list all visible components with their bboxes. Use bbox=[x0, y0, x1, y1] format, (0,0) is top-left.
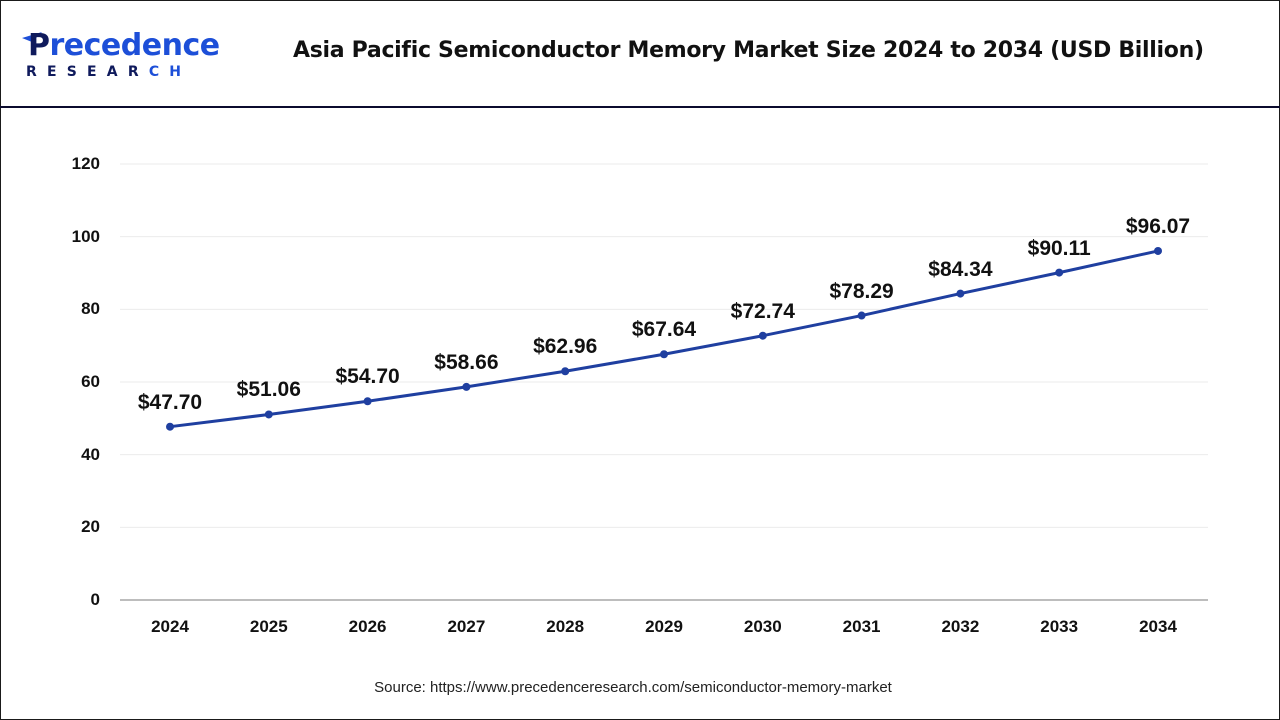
data-point-marker bbox=[1055, 268, 1064, 277]
data-point-marker bbox=[166, 422, 174, 431]
x-tick-label: 2028 bbox=[546, 617, 585, 636]
x-tick-label: 2033 bbox=[1040, 617, 1079, 636]
header: Precedence RESEARCH Asia Pacific Semicon… bbox=[0, 0, 1280, 106]
data-label: $84.34 bbox=[928, 257, 993, 281]
data-point-marker bbox=[857, 311, 866, 320]
x-tick-label: 2024 bbox=[151, 617, 189, 636]
logo-wordmark: Precedence bbox=[28, 28, 220, 64]
data-label: $58.66 bbox=[434, 350, 499, 374]
data-point-marker bbox=[363, 397, 372, 406]
y-tick-label: 40 bbox=[81, 444, 100, 464]
y-tick-label: 0 bbox=[90, 590, 100, 609]
chart-title: Asia Pacific Semiconductor Memory Market… bbox=[293, 38, 1204, 63]
data-label: $62.96 bbox=[533, 335, 598, 359]
y-tick-label: 60 bbox=[81, 372, 100, 391]
logo-wordmark-initial: P bbox=[28, 28, 50, 63]
data-label: $90.11 bbox=[1027, 236, 1091, 260]
data-label: $96.07 bbox=[1125, 214, 1191, 238]
data-label: $78.29 bbox=[829, 279, 894, 303]
x-tick-label: 2034 bbox=[1139, 617, 1177, 636]
y-tick-label: 80 bbox=[81, 299, 100, 319]
data-label: $72.74 bbox=[730, 299, 795, 323]
x-tick-label: 2030 bbox=[743, 617, 782, 636]
data-label: $47.70 bbox=[137, 390, 203, 414]
data-label: $54.70 bbox=[335, 365, 400, 389]
x-tick-label: 2026 bbox=[348, 617, 387, 636]
x-tick-label: 2031 bbox=[842, 617, 881, 636]
data-point-marker bbox=[758, 331, 767, 340]
data-point-marker bbox=[1154, 246, 1162, 255]
data-point-marker bbox=[561, 367, 570, 376]
data-point-marker bbox=[462, 382, 471, 391]
x-tick-label: 2025 bbox=[249, 617, 288, 636]
data-label: $51.06 bbox=[236, 378, 301, 402]
data-point-marker bbox=[264, 410, 273, 419]
logo-wordmark-rest: recedence bbox=[49, 28, 221, 63]
data-label: $67.64 bbox=[631, 318, 697, 342]
brand-logo: Precedence RESEARCH bbox=[22, 28, 220, 83]
logo-subtitle: RESEARCH bbox=[26, 64, 191, 80]
header-divider bbox=[0, 106, 1280, 108]
y-tick-label: 100 bbox=[71, 226, 100, 246]
source-note: Source: https://www.precedenceresearch.c… bbox=[374, 679, 892, 696]
logo-subtitle-accent: CH bbox=[148, 64, 192, 80]
y-tick-label: 20 bbox=[81, 517, 100, 537]
x-tick-label: 2032 bbox=[941, 617, 980, 636]
data-point-marker bbox=[660, 350, 668, 359]
data-point-marker bbox=[956, 289, 965, 298]
paper-plane-icon bbox=[22, 32, 42, 42]
x-tick-label: 2029 bbox=[645, 617, 683, 636]
y-tick-label: 120 bbox=[71, 154, 100, 173]
logo-subtitle-main: RESEAR bbox=[26, 64, 149, 80]
x-tick-label: 2027 bbox=[447, 617, 486, 636]
